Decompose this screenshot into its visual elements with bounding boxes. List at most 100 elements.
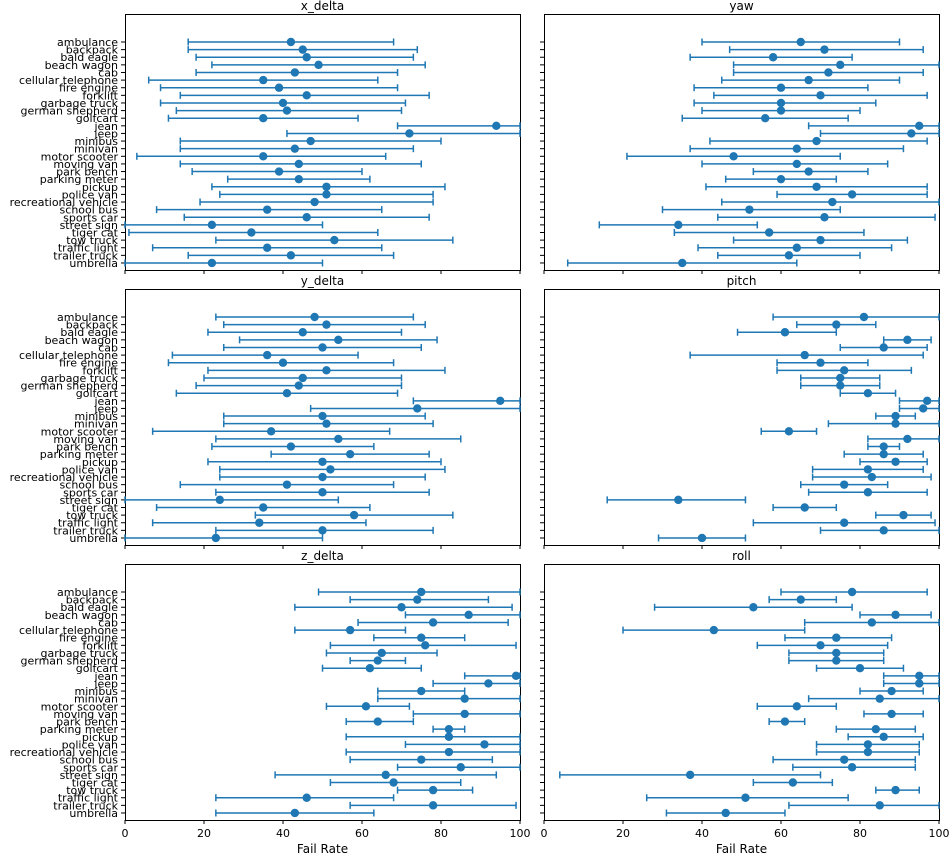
category-label: jeep bbox=[93, 677, 118, 690]
mean-point bbox=[397, 603, 406, 612]
mean-point bbox=[322, 182, 331, 191]
mean-point bbox=[832, 656, 841, 665]
mean-point bbox=[310, 312, 319, 322]
mean-point bbox=[804, 167, 813, 176]
category-label: pickup bbox=[82, 181, 118, 194]
x-tick-label: 20 bbox=[616, 827, 630, 840]
mean-point bbox=[417, 587, 426, 597]
category-label: traffic light bbox=[58, 242, 119, 255]
mean-point bbox=[840, 755, 849, 764]
mean-point bbox=[263, 205, 272, 214]
mean-point bbox=[302, 91, 311, 100]
mean-point bbox=[405, 129, 414, 138]
category-label: parking meter bbox=[40, 173, 119, 186]
category-label: cab bbox=[98, 341, 118, 354]
mean-point bbox=[255, 518, 264, 527]
category-label: beach wagon bbox=[45, 609, 118, 622]
category-label: ambulance bbox=[57, 586, 118, 599]
mean-point bbox=[784, 427, 794, 436]
mean-point bbox=[800, 350, 809, 360]
mean-point bbox=[428, 618, 438, 627]
mean-point bbox=[816, 91, 825, 100]
mean-point bbox=[259, 152, 268, 161]
category-label: street sign bbox=[60, 769, 118, 782]
category-label: minibus bbox=[75, 410, 119, 423]
mean-point bbox=[377, 648, 386, 658]
mean-point bbox=[428, 785, 438, 795]
mean-point bbox=[318, 457, 327, 466]
mean-point bbox=[847, 587, 857, 597]
mean-point bbox=[460, 709, 469, 719]
category-label: umbrella bbox=[69, 532, 118, 545]
category-label: forklift bbox=[82, 364, 118, 377]
mean-point bbox=[365, 664, 375, 673]
mean-point bbox=[776, 98, 786, 108]
mean-point bbox=[836, 373, 845, 383]
category-label: forklift bbox=[82, 89, 118, 102]
mean-point bbox=[879, 343, 888, 352]
category-label: police van bbox=[62, 188, 118, 201]
mean-point bbox=[891, 610, 900, 620]
category-label: minibus bbox=[75, 135, 119, 148]
mean-point bbox=[330, 235, 339, 245]
category-label: trailer truck bbox=[53, 249, 118, 262]
mean-point bbox=[919, 404, 928, 413]
category-label: german shepherd bbox=[20, 105, 118, 118]
mean-point bbox=[800, 503, 809, 512]
mean-point bbox=[697, 533, 707, 543]
category-label: golfcart bbox=[76, 662, 119, 675]
category-label: german shepherd bbox=[20, 380, 118, 393]
mean-point bbox=[840, 480, 849, 489]
category-label: parking meter bbox=[40, 723, 119, 736]
mean-point bbox=[334, 335, 343, 345]
x-tick-label: 100 bbox=[510, 827, 531, 840]
mean-point bbox=[796, 595, 805, 604]
category-label: jean bbox=[93, 120, 118, 133]
category-label: german shepherd bbox=[20, 655, 118, 668]
panel-frame-z_delta bbox=[125, 564, 521, 821]
panel-title-y_delta: y_delta bbox=[301, 274, 345, 288]
category-label: moving van bbox=[53, 433, 118, 446]
mean-point bbox=[274, 83, 284, 92]
mean-point bbox=[444, 747, 454, 757]
mean-point bbox=[875, 694, 884, 703]
mean-point bbox=[749, 603, 758, 612]
mean-point bbox=[840, 518, 849, 527]
mean-point bbox=[373, 656, 382, 665]
mean-point bbox=[792, 144, 801, 153]
mean-point bbox=[298, 373, 307, 383]
mean-point bbox=[891, 411, 900, 421]
category-label: umbrella bbox=[69, 807, 118, 820]
mean-point bbox=[709, 625, 719, 635]
category-label: backpack bbox=[66, 319, 119, 332]
mean-point bbox=[836, 60, 845, 70]
mean-point bbox=[836, 381, 845, 390]
mean-point bbox=[290, 808, 300, 818]
mean-point bbox=[674, 495, 683, 505]
category-label: tow truck bbox=[66, 784, 118, 797]
mean-point bbox=[322, 320, 331, 329]
category-label: jeep bbox=[93, 402, 118, 415]
mean-point bbox=[259, 75, 268, 85]
mean-point bbox=[417, 633, 426, 642]
category-label: motor scooter bbox=[41, 700, 119, 713]
mean-point bbox=[764, 228, 774, 237]
mean-point bbox=[840, 366, 849, 375]
mean-point bbox=[674, 220, 683, 230]
panel-frame-y_delta bbox=[125, 289, 521, 546]
category-label: tiger cat bbox=[72, 777, 119, 790]
mean-point bbox=[496, 396, 505, 406]
x-tick-label: 40 bbox=[276, 827, 290, 840]
mean-point bbox=[915, 679, 924, 688]
mean-point bbox=[492, 121, 501, 131]
mean-point bbox=[417, 686, 426, 696]
mean-point bbox=[915, 121, 924, 131]
panel-title-x_delta: x_delta bbox=[301, 0, 345, 13]
category-label: motor scooter bbox=[41, 425, 119, 438]
mean-point bbox=[863, 389, 873, 398]
category-label: traffic light bbox=[58, 517, 119, 530]
category-label: police van bbox=[62, 463, 118, 476]
mean-point bbox=[349, 510, 359, 520]
mean-point bbox=[413, 404, 422, 413]
